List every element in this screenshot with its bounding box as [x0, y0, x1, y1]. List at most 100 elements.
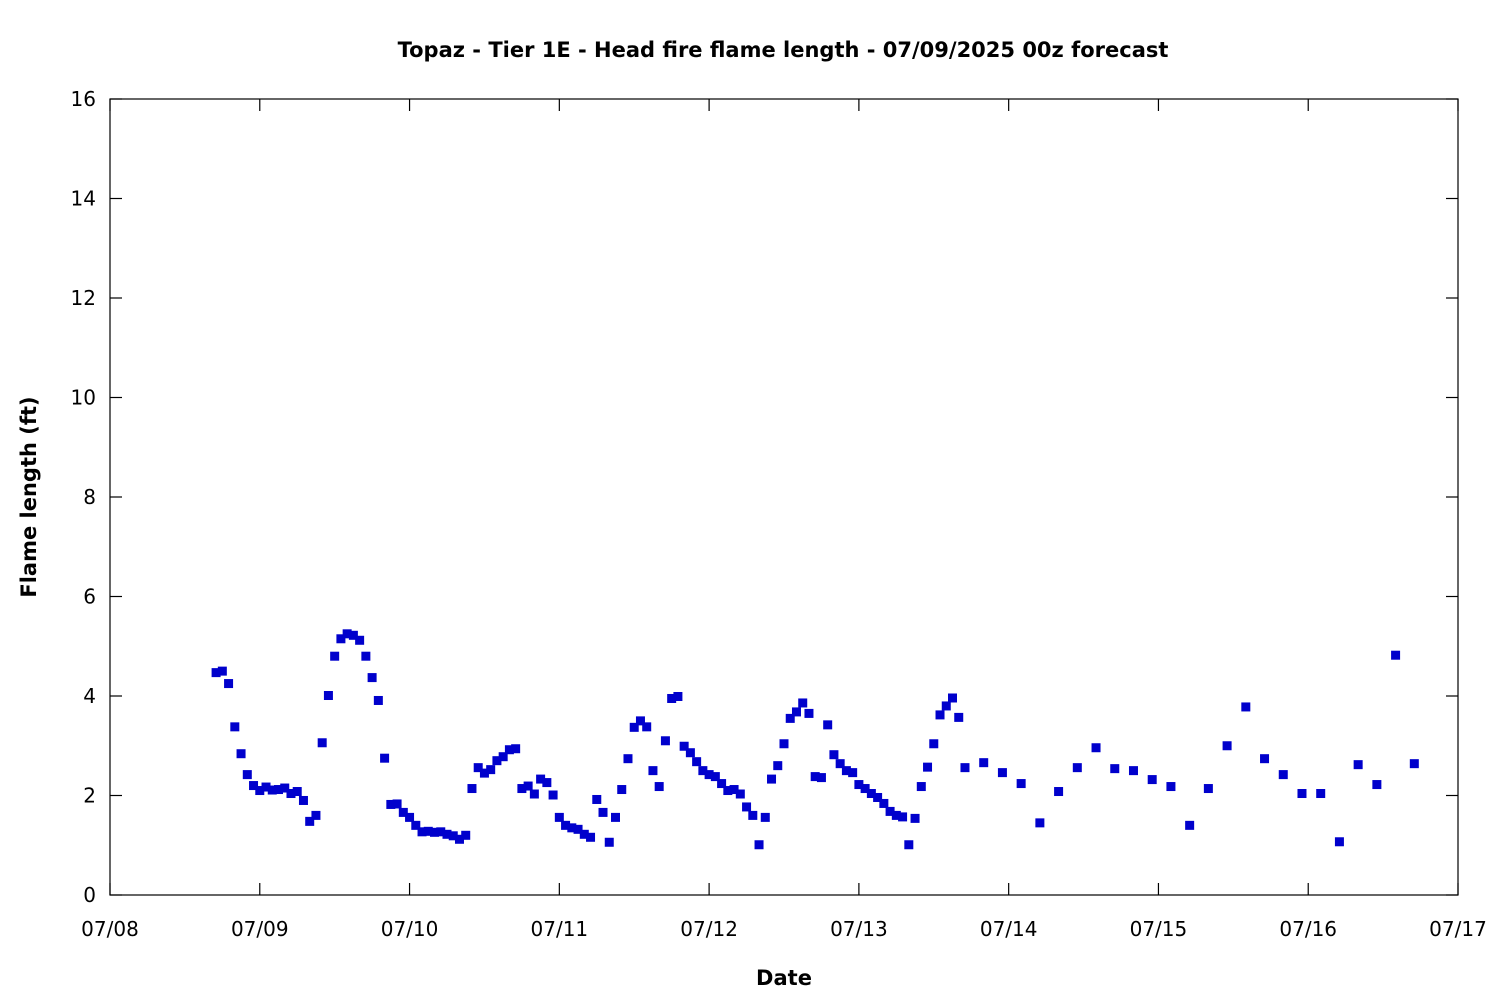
- data-point: [948, 693, 957, 703]
- data-point: [1316, 789, 1326, 799]
- data-point: [1297, 789, 1307, 799]
- data-point: [710, 772, 720, 782]
- data-point: [854, 780, 864, 790]
- data-point: [997, 768, 1007, 778]
- data-point: [529, 789, 539, 799]
- data-point: [1409, 759, 1419, 769]
- x-axis-label: Date: [756, 966, 812, 990]
- data-point: [467, 784, 477, 794]
- data-point: [348, 630, 358, 640]
- data-point: [935, 710, 945, 720]
- data-point: [735, 789, 745, 799]
- data-point: [898, 812, 908, 822]
- data-point: [336, 634, 346, 644]
- data-point: [604, 837, 614, 847]
- x-tick-label: 07/17: [1429, 917, 1487, 941]
- data-point: [411, 820, 421, 830]
- data-point: [1353, 760, 1363, 770]
- y-tick-labels: 0 2 4 6 8 10 12 14 16: [71, 87, 96, 907]
- data-point: [960, 763, 970, 773]
- data-point: [454, 834, 464, 844]
- data-point: [292, 787, 302, 797]
- data-point: [542, 778, 552, 788]
- data-point: [723, 786, 733, 796]
- y-tick-label: 0: [83, 883, 96, 907]
- x-tick-label: 07/10: [381, 917, 439, 941]
- data-point: [1072, 763, 1082, 773]
- data-point: [305, 816, 315, 826]
- x-tick-label: 07/13: [830, 917, 888, 941]
- data-point: [1260, 754, 1270, 764]
- x-tick-label: 07/09: [231, 917, 289, 941]
- data-point: [954, 712, 964, 722]
- data-point: [317, 738, 327, 748]
- x-tick-label: 07/12: [680, 917, 738, 941]
- data-point: [373, 695, 383, 705]
- data-point: [941, 701, 951, 711]
- data-point: [748, 810, 758, 820]
- data-point: [492, 756, 502, 766]
- data-point: [430, 827, 440, 837]
- data-point: [461, 830, 471, 840]
- data-point: [1185, 820, 1195, 830]
- data-point: [816, 773, 826, 783]
- data-point: [729, 785, 739, 795]
- data-point: [773, 761, 783, 771]
- data-point: [386, 799, 396, 809]
- data-point: [1391, 650, 1401, 660]
- y-tick-label: 2: [83, 784, 96, 808]
- data-point: [598, 807, 608, 817]
- data-point: [249, 781, 259, 791]
- data-point: [548, 790, 558, 800]
- data-point: [330, 651, 340, 661]
- data-point: [617, 785, 627, 795]
- x-tick-label: 07/15: [1130, 917, 1188, 941]
- data-point: [586, 832, 596, 842]
- x-tick-label: 07/14: [980, 917, 1038, 941]
- data-point: [361, 651, 371, 661]
- data-point: [355, 635, 365, 645]
- data-point: [473, 763, 483, 773]
- data-point: [380, 753, 390, 763]
- data-point: [704, 770, 714, 780]
- data-point: [280, 783, 290, 793]
- data-point: [398, 807, 408, 817]
- y-tick-label: 16: [71, 87, 96, 111]
- data-point: [629, 722, 639, 732]
- data-point: [298, 795, 308, 805]
- data-point: [879, 798, 889, 808]
- data-point: [654, 782, 664, 792]
- data-point: [267, 785, 277, 795]
- data-point: [823, 720, 833, 730]
- data-point: [442, 829, 452, 839]
- data-point: [1372, 780, 1382, 790]
- data-point: [498, 752, 508, 762]
- y-tick-label: 10: [71, 386, 96, 410]
- data-point: [623, 754, 633, 764]
- y-axis-label: Flame length (ft): [17, 396, 41, 597]
- data-point: [554, 812, 564, 822]
- axis-ticks: [109, 98, 1459, 896]
- data-point: [916, 782, 926, 792]
- data-point: [717, 779, 727, 789]
- data-point: [479, 768, 489, 778]
- data-point: [224, 679, 234, 689]
- data-point: [692, 757, 702, 767]
- data-point: [504, 745, 514, 755]
- data-point: [829, 750, 839, 760]
- data-point: [567, 823, 577, 833]
- data-point: [561, 820, 571, 830]
- data-point: [923, 762, 933, 772]
- x-tick-label: 07/16: [1279, 917, 1337, 941]
- data-point: [579, 829, 589, 839]
- data-point: [885, 806, 895, 816]
- data-point: [211, 668, 221, 678]
- data-point: [648, 766, 658, 776]
- y-tick-label: 6: [83, 585, 96, 609]
- data-point: [436, 827, 446, 837]
- data-point: [742, 802, 752, 812]
- data-point: [798, 698, 808, 708]
- data-point: [848, 768, 858, 778]
- data-point: [635, 716, 645, 726]
- data-point: [1203, 784, 1213, 794]
